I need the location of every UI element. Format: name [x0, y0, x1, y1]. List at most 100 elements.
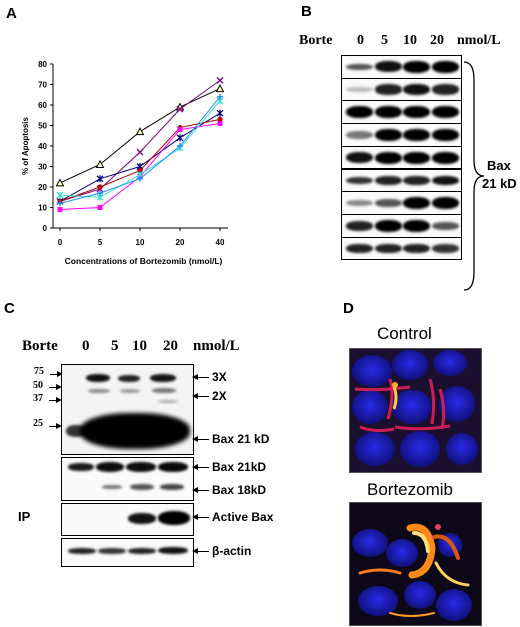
arrow-bax18kd — [192, 487, 209, 493]
y-tick-label-2: 20 — [38, 183, 47, 192]
control-cells-image — [350, 349, 481, 472]
data-point-1-2 — [136, 148, 144, 156]
arrow-active-bax — [192, 514, 209, 520]
apoptosis-line-chart: 0 10 20 30 40 50 60 70 80 0 5 10 20 40 % of Apoptosis C… — [21, 60, 228, 266]
band — [346, 199, 373, 207]
y-tick-label-8: 80 — [38, 60, 47, 69]
mw-25: 25 — [33, 418, 43, 429]
lane-c-20: 20 — [163, 338, 178, 354]
series-line-1 — [59, 79, 221, 202]
data-point-4-1 — [97, 205, 103, 210]
data-point-1-3 — [176, 105, 184, 113]
band — [346, 106, 373, 119]
blot-b-row-5 — [341, 168, 462, 193]
band — [346, 244, 373, 253]
bortezomib-micrograph — [349, 502, 482, 626]
y-axis-label: % of Apoptosis — [21, 116, 30, 174]
band — [403, 175, 430, 185]
lane-label-20: 20 — [430, 33, 444, 48]
blot-b-row-3 — [341, 123, 462, 147]
x-tick-label-3: 20 — [176, 238, 185, 247]
label-beta-actin: β-actin — [212, 544, 252, 558]
bax-label-b: Bax — [487, 158, 511, 173]
band — [431, 175, 459, 186]
band — [431, 244, 459, 253]
label-bax21kd: Bax 21kD — [212, 460, 267, 474]
x-tick-label-1: 5 — [98, 238, 103, 247]
data-point-3-4 — [217, 116, 223, 122]
lane-label-5: 5 — [381, 33, 388, 48]
panel-letter-a: A — [6, 5, 17, 22]
arrow-bax21kd — [192, 464, 209, 470]
band — [403, 83, 430, 96]
blot-b-row-8 — [341, 236, 462, 261]
band — [431, 60, 459, 73]
label-active-bax: Active Bax — [212, 510, 274, 524]
data-point-2-3 — [176, 134, 184, 142]
band — [346, 63, 373, 71]
data-point-4-3 — [177, 127, 183, 133]
lane-c-10: 10 — [132, 338, 147, 354]
blot-beta-actin — [61, 538, 194, 567]
band — [346, 152, 373, 164]
label-2x: 2X — [212, 389, 227, 403]
borte-label: Borte — [299, 33, 333, 48]
x-tick-label-0: 0 — [58, 238, 63, 247]
mw-arrow-75 — [50, 371, 63, 377]
lane-c-5: 5 — [111, 338, 119, 354]
mw-37: 37 — [33, 393, 43, 404]
band — [431, 151, 459, 164]
band — [403, 60, 430, 73]
band — [431, 197, 459, 210]
data-point-2-4 — [216, 109, 224, 117]
chart-plot-area: 0 10 20 30 40 50 60 70 80 0 5 10 20 40 % of Apoptosis C… — [21, 60, 228, 266]
blot-b-row-1 — [341, 77, 462, 102]
blot-bax-oligomers — [61, 364, 194, 455]
bax-21kd-label-b: 21 kD — [482, 176, 517, 191]
data-point-4-4 — [217, 120, 223, 126]
control-label: Control — [377, 324, 432, 343]
borte-label-c: Borte — [22, 338, 58, 354]
band — [403, 106, 430, 119]
x-tick-label-4: 40 — [216, 238, 225, 247]
data-point-0-1 — [95, 159, 105, 168]
data-point-0-4 — [215, 84, 225, 93]
panel-letter-c: C — [4, 300, 15, 317]
data-point-3-1 — [97, 184, 103, 190]
data-point-0-0 — [55, 178, 65, 187]
bortezomib-cells-image — [350, 503, 481, 625]
arrow-bax-21 — [192, 436, 209, 442]
bracket-icon — [463, 61, 485, 291]
arrow-2x — [192, 393, 209, 399]
band — [374, 106, 402, 119]
label-bax18kd: Bax 18kD — [212, 483, 267, 497]
arrow-beta-actin — [192, 548, 209, 554]
band — [403, 197, 430, 210]
data-point-1-4 — [216, 76, 224, 84]
blot-b-row-6 — [341, 191, 462, 215]
lane-label-10: 10 — [403, 33, 417, 48]
band — [374, 84, 402, 95]
band — [431, 221, 459, 230]
band — [374, 151, 402, 164]
blot-b-row-0 — [341, 55, 462, 79]
data-point-4-0 — [57, 207, 63, 213]
band — [346, 87, 373, 92]
y-tick-label-6: 60 — [38, 101, 47, 110]
x-tick-label-2: 10 — [136, 238, 145, 247]
band — [403, 219, 430, 232]
band — [346, 176, 373, 184]
mw-50: 50 — [33, 380, 43, 391]
y-tick-label-7: 70 — [38, 81, 47, 90]
data-point-6-0 — [57, 200, 63, 207]
y-tick-label-0: 0 — [43, 224, 48, 233]
ip-label: IP — [18, 509, 31, 524]
y-tick-label-3: 30 — [38, 163, 47, 172]
band — [346, 130, 373, 139]
data-point-6-3 — [177, 143, 183, 149]
arrow-3x — [192, 374, 209, 380]
blot-active-bax — [61, 503, 194, 536]
band — [403, 151, 430, 164]
data-point-6-1 — [97, 190, 103, 197]
data-point-2-1 — [96, 175, 104, 183]
